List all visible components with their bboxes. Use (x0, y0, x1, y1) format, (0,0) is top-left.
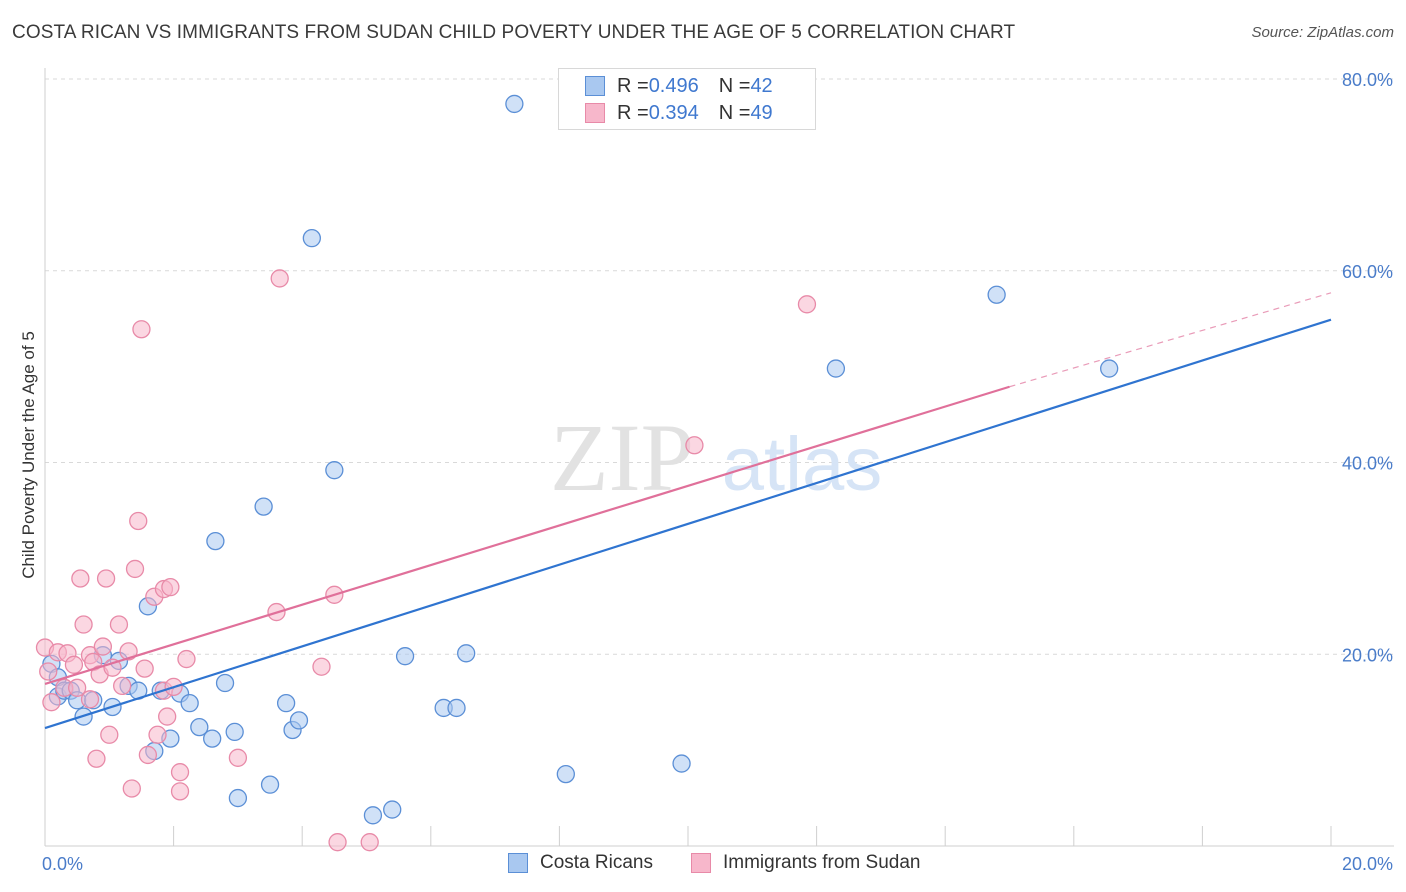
series-legend: Costa Ricans Immigrants from Sudan (508, 852, 958, 874)
point-sudan[interactable] (125, 559, 145, 579)
legend-r-value: 0.496 (648, 74, 699, 97)
point-sudan[interactable] (797, 295, 817, 314)
stats-legend: R = 0.496 N = 42 R = 0.394 N = 49 (558, 68, 816, 130)
legend-r-value: 0.394 (648, 101, 699, 124)
point-costa-ricans[interactable] (672, 754, 691, 773)
point-sudan[interactable] (138, 745, 158, 765)
point-sudan[interactable] (100, 725, 119, 744)
point-costa-ricans[interactable] (203, 729, 222, 748)
point-sudan[interactable] (170, 782, 190, 801)
point-costa-ricans[interactable] (395, 647, 415, 666)
point-costa-ricans[interactable] (228, 788, 248, 808)
point-sudan[interactable] (64, 655, 84, 674)
point-sudan[interactable] (39, 662, 58, 681)
point-sudan[interactable] (328, 833, 347, 852)
trend-line-sudan (44, 385, 1010, 686)
point-sudan[interactable] (96, 569, 116, 588)
watermark: ZIP atlas (550, 404, 882, 511)
point-costa-ricans[interactable] (190, 717, 209, 737)
point-sudan[interactable] (148, 725, 167, 744)
point-sudan[interactable] (170, 763, 190, 782)
point-costa-ricans[interactable] (325, 461, 344, 480)
point-sudan[interactable] (177, 649, 196, 669)
legend-row-costa-ricans: R = 0.496 N = 42 (585, 73, 773, 99)
point-costa-ricans[interactable] (505, 94, 524, 114)
y-tick-label: 20.0% (1342, 645, 1393, 665)
point-costa-ricans[interactable] (254, 497, 273, 516)
point-sudan[interactable] (312, 657, 331, 676)
y-axis-label: Child Poverty Under the Age of 5 (19, 331, 38, 579)
trend-layer (44, 292, 1332, 730)
series-legend-sudan[interactable]: Immigrants from Sudan (691, 852, 920, 874)
watermark-atlas: atlas (722, 422, 883, 507)
series-legend-label: Immigrants from Sudan (723, 852, 921, 873)
point-costa-ricans[interactable] (225, 722, 244, 742)
point-sudan[interactable] (87, 749, 106, 768)
chart-title: COSTA RICAN VS IMMIGRANTS FROM SUDAN CHI… (12, 22, 1016, 43)
y-tick-label: 40.0% (1342, 454, 1393, 474)
point-costa-ricans[interactable] (363, 806, 383, 825)
point-sudan[interactable] (80, 690, 100, 709)
point-costa-ricans[interactable] (447, 698, 466, 718)
point-sudan[interactable] (71, 569, 90, 588)
series-legend-label: Costa Ricans (540, 852, 653, 873)
point-sudan[interactable] (270, 269, 289, 288)
point-sudan[interactable] (360, 833, 379, 852)
chart-source: Source: ZipAtlas.com (1251, 24, 1394, 41)
point-sudan[interactable] (109, 615, 129, 634)
point-costa-ricans[interactable] (987, 285, 1006, 304)
point-sudan[interactable] (119, 642, 138, 661)
legend-n-label: N = (718, 74, 751, 97)
y-tick-label: 80.0% (1342, 70, 1393, 90)
y-tick-label: 60.0% (1342, 262, 1393, 282)
point-sudan[interactable] (685, 436, 704, 455)
watermark-zip: ZIP (550, 404, 694, 511)
trend-line-costa-ricans (44, 318, 1332, 730)
series-swatch-pink (691, 853, 711, 873)
legend-n-label: N = (718, 101, 751, 124)
series-legend-costa-ricans[interactable]: Costa Ricans (508, 852, 653, 874)
labels-layer: 20.0% 40.0% 60.0% 80.0% 0.0% 20.0% (42, 70, 1393, 874)
legend-n-value: 42 (750, 74, 773, 97)
point-sudan[interactable] (135, 659, 154, 678)
point-costa-ricans[interactable] (215, 673, 235, 693)
x-tick-label-min: 0.0% (42, 854, 83, 874)
point-costa-ricans[interactable] (457, 644, 476, 663)
x-tick-label-max: 20.0% (1342, 854, 1393, 874)
point-costa-ricans[interactable] (206, 531, 225, 551)
point-costa-ricans[interactable] (383, 800, 402, 819)
point-sudan[interactable] (122, 779, 141, 798)
point-costa-ricans[interactable] (276, 693, 296, 713)
point-sudan[interactable] (228, 748, 248, 767)
point-costa-ricans[interactable] (556, 764, 575, 784)
point-sudan[interactable] (132, 320, 151, 339)
legend-row-sudan: R = 0.394 N = 49 (585, 100, 773, 126)
point-sudan[interactable] (42, 693, 61, 712)
point-costa-ricans[interactable] (1100, 359, 1119, 378)
axis-layer (44, 68, 1394, 847)
point-sudan[interactable] (68, 678, 87, 697)
point-costa-ricans[interactable] (826, 359, 846, 378)
point-sudan[interactable] (129, 511, 148, 531)
trend-line-sudan-extension (1009, 292, 1332, 388)
point-sudan[interactable] (93, 637, 113, 656)
point-costa-ricans[interactable] (302, 229, 321, 248)
grid-layer (45, 78, 1394, 655)
legend-n-value: 49 (750, 101, 773, 124)
point-sudan[interactable] (113, 676, 132, 696)
point-sudan[interactable] (158, 707, 177, 726)
point-sudan[interactable] (74, 615, 93, 634)
point-costa-ricans[interactable] (180, 693, 199, 713)
legend-swatch-blue (585, 76, 605, 96)
legend-swatch-pink (585, 103, 605, 123)
point-costa-ricans[interactable] (289, 711, 309, 730)
series-swatch-blue (508, 853, 528, 873)
legend-r-label: R = (617, 74, 649, 97)
legend-r-label: R = (617, 101, 649, 124)
point-costa-ricans[interactable] (260, 775, 280, 794)
point-sudan[interactable] (161, 577, 180, 597)
